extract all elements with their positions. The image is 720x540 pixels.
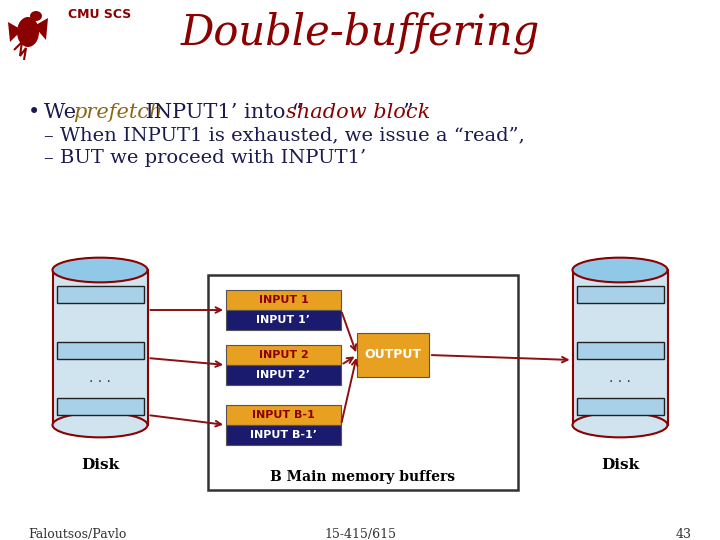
- Bar: [226, 345, 341, 365]
- Text: shadow block: shadow block: [286, 103, 431, 122]
- Bar: [226, 310, 341, 330]
- Text: prefetch: prefetch: [73, 103, 163, 122]
- Text: Double-buffering: Double-buffering: [181, 12, 539, 55]
- Ellipse shape: [53, 413, 148, 437]
- Bar: [577, 398, 664, 415]
- Bar: [577, 342, 664, 359]
- Ellipse shape: [572, 413, 667, 437]
- Ellipse shape: [17, 17, 39, 47]
- Text: – BUT we proceed with INPUT1’: – BUT we proceed with INPUT1’: [44, 149, 366, 167]
- Bar: [208, 275, 518, 490]
- Text: . . .: . . .: [89, 372, 111, 386]
- Bar: [357, 333, 429, 377]
- Bar: [577, 286, 664, 303]
- Text: OUTPUT: OUTPUT: [364, 348, 421, 361]
- Text: INPUT B-1’: INPUT B-1’: [250, 430, 317, 440]
- Ellipse shape: [572, 258, 667, 282]
- Text: Disk: Disk: [601, 458, 639, 472]
- Bar: [56, 286, 143, 303]
- Bar: [572, 270, 667, 425]
- Text: INPUT1’ into “: INPUT1’ into “: [139, 103, 302, 122]
- Text: 15-415/615: 15-415/615: [324, 528, 396, 540]
- Bar: [226, 405, 341, 425]
- Text: INPUT B-1: INPUT B-1: [252, 410, 315, 420]
- Ellipse shape: [30, 11, 42, 21]
- Text: INPUT 2: INPUT 2: [258, 350, 308, 360]
- Text: INPUT 1’: INPUT 1’: [256, 315, 310, 325]
- Text: Faloutsos/Pavlo: Faloutsos/Pavlo: [28, 528, 127, 540]
- Polygon shape: [8, 22, 22, 42]
- Bar: [56, 398, 143, 415]
- Ellipse shape: [53, 258, 148, 282]
- Text: •: •: [28, 103, 40, 122]
- Bar: [53, 270, 148, 425]
- Text: CMU SCS: CMU SCS: [68, 8, 131, 21]
- Text: . . .: . . .: [609, 372, 631, 386]
- Text: B Main memory buffers: B Main memory buffers: [271, 470, 456, 484]
- Text: We: We: [44, 103, 83, 122]
- Text: 43: 43: [676, 528, 692, 540]
- Bar: [56, 342, 143, 359]
- Polygon shape: [34, 18, 48, 40]
- Text: – When INPUT1 is exhausted, we issue a “read”,: – When INPUT1 is exhausted, we issue a “…: [44, 126, 525, 144]
- Bar: [226, 425, 341, 445]
- Text: INPUT 2’: INPUT 2’: [256, 370, 310, 380]
- Text: INPUT 1: INPUT 1: [258, 295, 308, 305]
- Bar: [226, 290, 341, 310]
- Bar: [226, 365, 341, 385]
- Text: Disk: Disk: [81, 458, 119, 472]
- Text: ”: ”: [402, 103, 413, 122]
